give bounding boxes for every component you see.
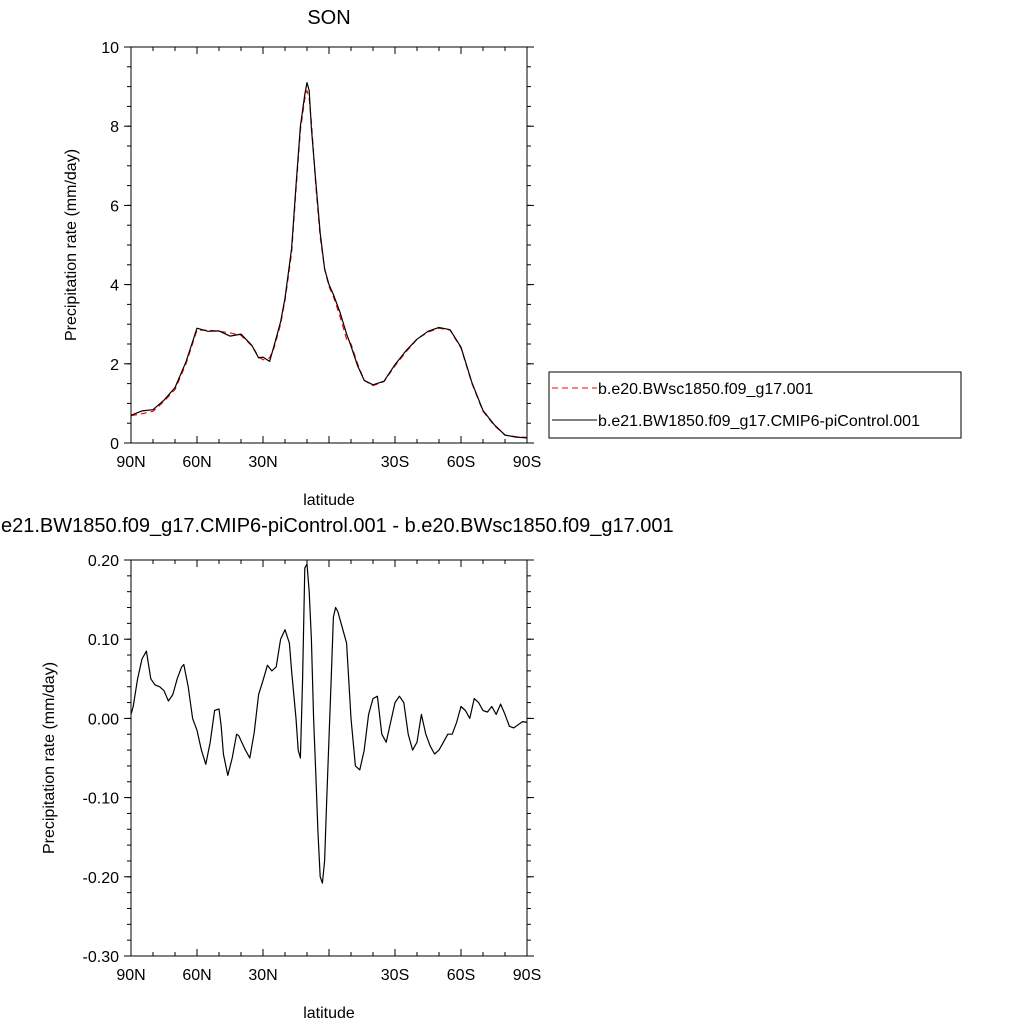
y-axis-title: Precipitation rate (mm/day)	[41, 662, 58, 854]
x-tick-label: 30N	[248, 967, 277, 984]
y-tick-label: -0.20	[83, 870, 120, 887]
x-tick-label: 60N	[182, 967, 211, 984]
y-tick-label: 0.00	[88, 711, 119, 728]
plot-frame	[130, 46, 528, 444]
x-axis-title: latitude	[303, 492, 355, 509]
y-axis-title: Precipitation rate (mm/day)	[63, 149, 80, 341]
chart-title: b.e21.BW1850.f09_g17.CMIP6-piControl.001…	[0, 515, 674, 537]
y-tick-label: 2	[110, 357, 119, 374]
y-tick-label: 0	[110, 436, 119, 453]
x-tick-label: 30S	[381, 967, 409, 984]
x-tick-label: 90S	[513, 454, 541, 471]
axis-ticks: 90N 60N 30N 30S 60S 90S 0 2 4 6 8 10	[101, 40, 541, 471]
series-line-1	[130, 81, 528, 439]
y-tick-label: 4	[110, 278, 119, 295]
legend: b.e20.BWsc1850.f09_g17.001 b.e21.BW1850.…	[548, 371, 962, 439]
top-chart: SON 90N 60N 30N 30S 60S 90S 0 2 4 6 8 10 latitude P…	[63, 7, 962, 509]
y-tick-label: 0.20	[88, 553, 119, 570]
x-tick-label: 30N	[248, 454, 277, 471]
series-line-0	[130, 563, 528, 884]
x-tick-label: 90N	[116, 454, 145, 471]
plot-frame	[130, 559, 528, 957]
x-axis-title: latitude	[303, 1005, 355, 1022]
bottom-chart: b.e21.BW1850.f09_g17.CMIP6-piControl.001…	[0, 515, 674, 1022]
x-tick-label: 90N	[116, 967, 145, 984]
series-lines	[130, 81, 528, 439]
y-tick-label: 8	[110, 119, 119, 136]
x-tick-label: 60S	[447, 454, 475, 471]
legend-box	[548, 371, 962, 439]
x-tick-label: 90S	[513, 967, 541, 984]
chart-title: SON	[307, 7, 350, 29]
series-line-0	[130, 89, 528, 439]
y-tick-label: 6	[110, 198, 119, 215]
x-tick-label: 60S	[447, 967, 475, 984]
x-tick-label: 60N	[182, 454, 211, 471]
series-lines	[130, 563, 528, 884]
legend-label: b.e21.BW1850.f09_g17.CMIP6-piControl.001	[598, 413, 920, 430]
x-tick-label: 30S	[381, 454, 409, 471]
y-tick-label: 10	[101, 40, 119, 57]
y-tick-label: -0.10	[83, 791, 120, 808]
y-tick-label: -0.30	[83, 949, 120, 966]
axis-ticks: 90N 60N 30N 30S 60S 90S 0.20 0.10 0.00 -0.10 -0.20…	[83, 553, 542, 984]
y-tick-label: 0.10	[88, 632, 119, 649]
legend-label: b.e20.BWsc1850.f09_g17.001	[598, 381, 813, 398]
